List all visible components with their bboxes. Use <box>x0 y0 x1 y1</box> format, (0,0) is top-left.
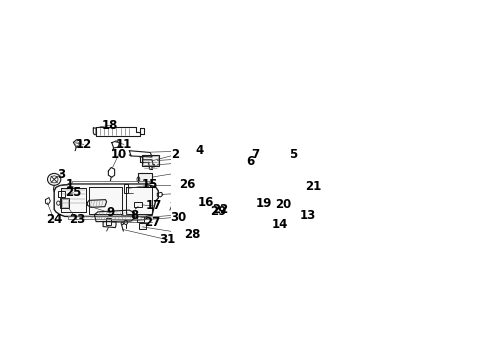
Polygon shape <box>54 184 158 216</box>
Text: 15: 15 <box>142 179 158 192</box>
Text: 3: 3 <box>57 168 65 181</box>
Bar <box>143 156 158 165</box>
Text: 17: 17 <box>146 199 162 212</box>
Bar <box>58 190 65 197</box>
Text: 4: 4 <box>196 144 204 157</box>
Text: 10: 10 <box>111 148 127 161</box>
Bar <box>138 174 152 183</box>
Bar <box>105 218 111 225</box>
Text: 24: 24 <box>46 213 62 226</box>
Polygon shape <box>182 210 210 213</box>
Bar <box>134 202 142 207</box>
Bar <box>62 199 68 207</box>
Bar <box>146 183 155 187</box>
Text: 27: 27 <box>144 216 160 229</box>
Ellipse shape <box>48 174 61 185</box>
Bar <box>137 216 145 222</box>
Bar <box>123 184 128 193</box>
Text: 20: 20 <box>275 198 291 211</box>
Text: 18: 18 <box>102 119 118 132</box>
Bar <box>142 155 159 166</box>
Polygon shape <box>103 222 116 228</box>
Text: 26: 26 <box>179 179 195 192</box>
Text: 30: 30 <box>170 211 186 224</box>
Ellipse shape <box>121 222 123 225</box>
Bar <box>140 223 146 229</box>
Text: 21: 21 <box>305 180 321 193</box>
Text: 6: 6 <box>246 155 254 168</box>
Text: 28: 28 <box>184 228 200 241</box>
Bar <box>60 198 69 208</box>
Text: 31: 31 <box>160 233 176 246</box>
Text: 22: 22 <box>212 203 228 216</box>
Text: 13: 13 <box>299 209 316 222</box>
Text: 1: 1 <box>66 178 74 191</box>
Text: 5: 5 <box>290 148 298 161</box>
Text: 12: 12 <box>76 138 92 151</box>
Text: 7: 7 <box>251 148 259 161</box>
Text: 19: 19 <box>256 197 272 210</box>
Text: 29: 29 <box>210 205 226 219</box>
Text: 14: 14 <box>271 217 288 231</box>
Polygon shape <box>95 210 135 222</box>
Polygon shape <box>180 192 195 207</box>
Text: 11: 11 <box>116 138 132 151</box>
Bar <box>204 195 215 203</box>
Text: 2: 2 <box>171 148 179 161</box>
Text: 8: 8 <box>130 209 139 222</box>
Text: 25: 25 <box>65 186 81 199</box>
Text: 16: 16 <box>198 196 215 209</box>
Polygon shape <box>87 200 107 207</box>
Text: 23: 23 <box>69 213 85 226</box>
Text: 9: 9 <box>106 206 114 220</box>
